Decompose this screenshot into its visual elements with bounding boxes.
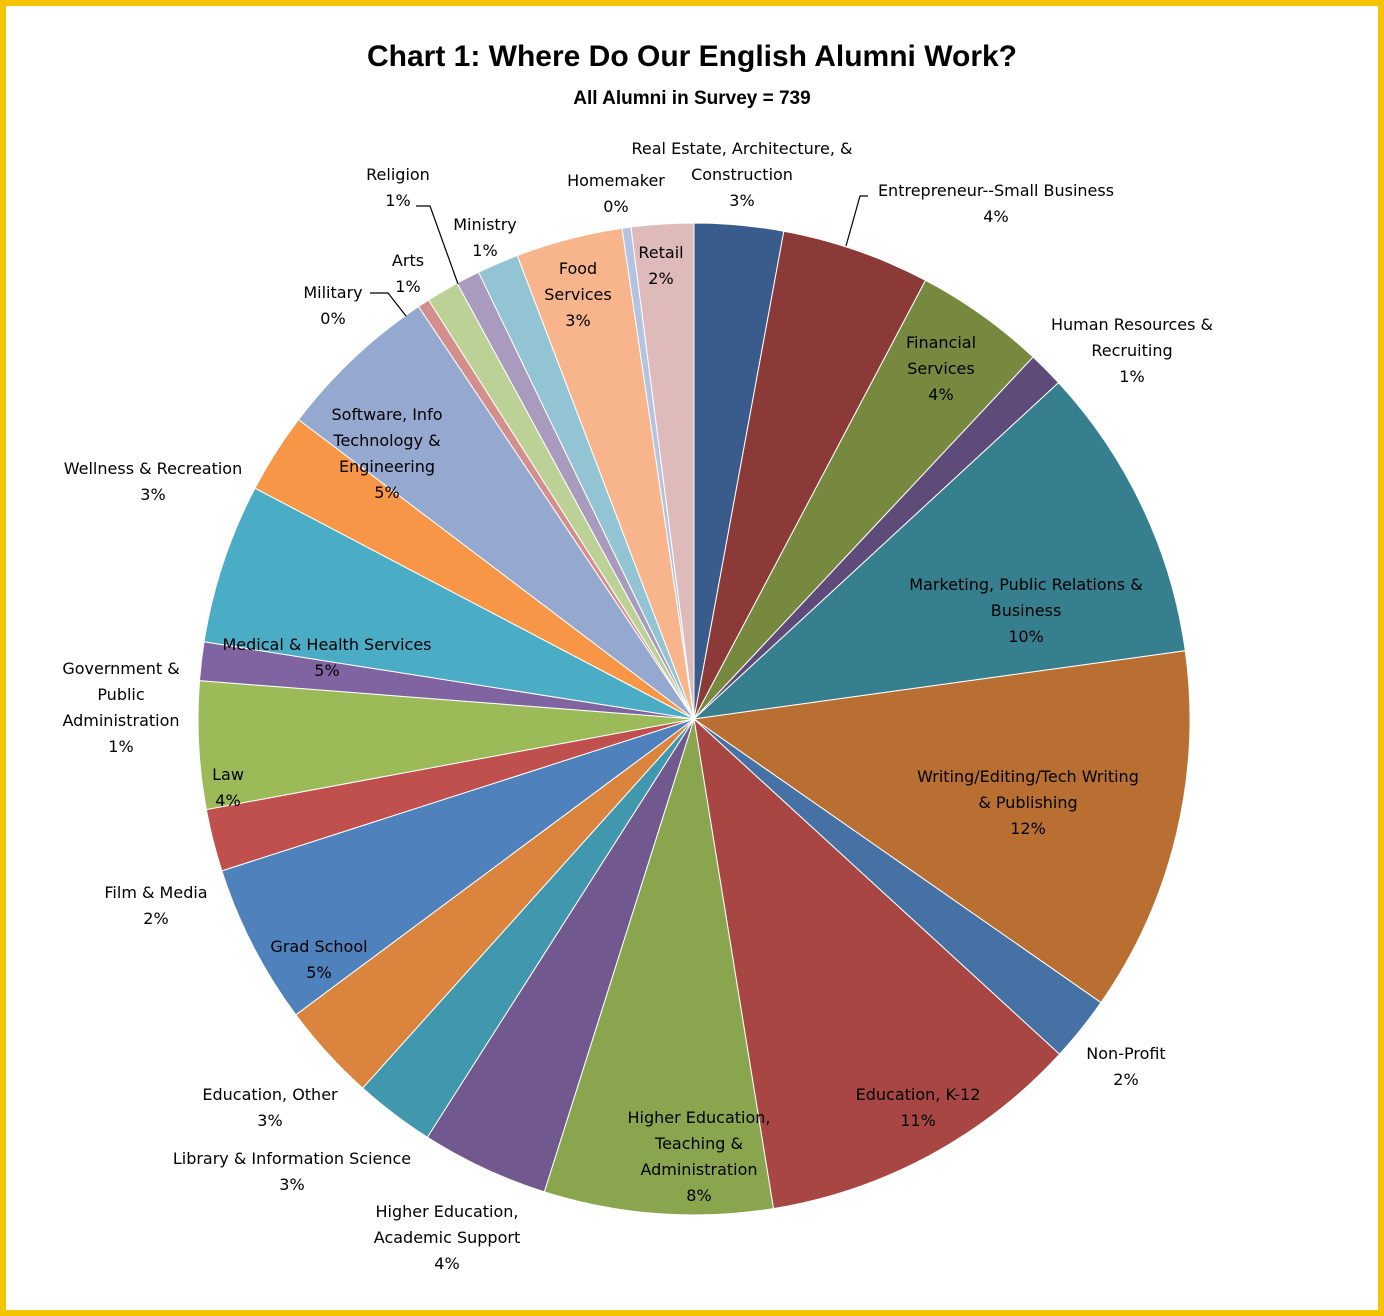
slice-label-non-profit: Non-Profit 2% bbox=[1086, 1044, 1165, 1089]
slice-label-arts: Arts 1% bbox=[392, 251, 424, 296]
slice-label-higher-education-academic-support: Higher Education, Academic Support 4% bbox=[374, 1202, 520, 1273]
slice-label-marketing-public-relations-business: Marketing, Public Relations & Business 10% bbox=[909, 575, 1142, 646]
slice-label-retail: Retail 2% bbox=[638, 243, 683, 288]
leader-line-military bbox=[370, 292, 407, 317]
leader-lines bbox=[370, 195, 868, 317]
slice-label-wellness-recreation: Wellness & Recreation 3% bbox=[64, 459, 242, 504]
pie-slice-retail bbox=[630, 222, 695, 720]
slice-label-food-services: Food Services 3% bbox=[544, 259, 611, 330]
slice-label-military: Military 0% bbox=[303, 283, 362, 328]
slice-labels: Real Estate, Architecture, & Construction… bbox=[62, 139, 1213, 1273]
slice-label-library-information-science: Library & Information Science 3% bbox=[173, 1149, 411, 1194]
slice-label-education-k-12: Education, K-12 11% bbox=[856, 1085, 981, 1130]
pie-slice-software-info-technology-engineering bbox=[297, 305, 695, 720]
slice-label-software-info-technology-engineering: Software, Info Technology & Engineering 5% bbox=[332, 405, 443, 502]
pie-slice-medical-health-services bbox=[203, 487, 695, 720]
leader-line-religion bbox=[416, 205, 459, 285]
pie-slice-writing-editing-tech-writing-publishing bbox=[692, 650, 1191, 1004]
slice-label-film-media: Film & Media 2% bbox=[104, 883, 207, 928]
pie-slice-higher-education-teaching-administration bbox=[543, 718, 775, 1216]
slice-label-ministry: Ministry 1% bbox=[453, 215, 517, 260]
chart-subtitle: All Alumni in Survey = 739 bbox=[573, 88, 811, 109]
pie-slices bbox=[197, 222, 1191, 1216]
pie-slice-marketing-public-relations-business bbox=[692, 381, 1186, 720]
pie-slice-education-k-12 bbox=[693, 717, 1061, 1210]
slice-label-real-estate-architecture-construction: Real Estate, Architecture, & Construction… bbox=[632, 139, 853, 210]
slice-label-law: Law 4% bbox=[212, 765, 244, 810]
slice-label-education-other: Education, Other 3% bbox=[202, 1085, 338, 1130]
slice-label-grad-school: Grad School 5% bbox=[270, 937, 367, 982]
slice-label-higher-education-teaching-administration: Higher Education, Teaching & Administratio… bbox=[627, 1108, 770, 1205]
chart-title: Chart 1: Where Do Our English Alumni Wor… bbox=[366, 40, 1018, 73]
slice-label-government-public-administration: Government & Public Administration 1% bbox=[62, 659, 179, 756]
pie-slice-grad-school bbox=[221, 718, 695, 1016]
slice-label-homemaker: Homemaker 0% bbox=[567, 171, 665, 216]
slice-label-entrepreneur-small-business: Entrepreneur--Small Business 4% bbox=[878, 181, 1114, 226]
slice-label-human-resources-recruiting: Human Resources & Recruiting 1% bbox=[1051, 315, 1213, 386]
slice-label-religion: Religion 1% bbox=[366, 165, 430, 210]
slice-label-medical-health-services: Medical & Health Services 5% bbox=[222, 635, 431, 680]
slice-label-financial-services: Financial Services 4% bbox=[906, 333, 976, 404]
slice-label-writing-editing-tech-writing-publishing: Writing/Editing/Tech Writing & Publishing… bbox=[917, 767, 1139, 838]
pie-slice-entrepreneur-small-business bbox=[693, 230, 927, 720]
leader-line-entrepreneur-small-business bbox=[845, 195, 868, 247]
